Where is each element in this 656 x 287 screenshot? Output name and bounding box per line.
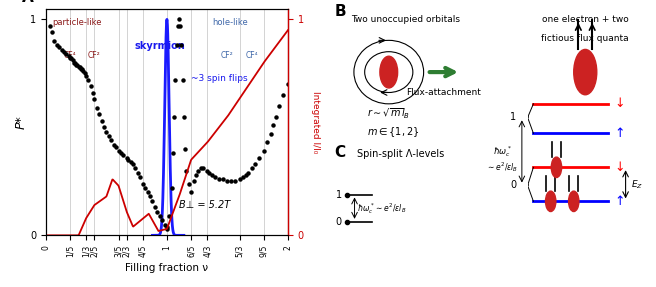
Text: fictious flux quanta: fictious flux quanta xyxy=(541,34,629,42)
Text: 0: 0 xyxy=(510,181,516,191)
Text: $\hbar\omega_c^* \sim e^2/\epsilon l_B$: $\hbar\omega_c^* \sim e^2/\epsilon l_B$ xyxy=(357,201,407,216)
Text: Flux-attachment: Flux-attachment xyxy=(406,88,481,97)
Y-axis label: P*: P* xyxy=(14,115,28,129)
Circle shape xyxy=(551,157,562,178)
Text: $\sim e^2/\epsilon l_B$: $\sim e^2/\epsilon l_B$ xyxy=(486,160,518,174)
Text: Spin-split Λ-levels: Spin-split Λ-levels xyxy=(357,149,444,159)
Text: CF²: CF² xyxy=(88,51,101,61)
Text: B⊥ = 5.2T: B⊥ = 5.2T xyxy=(179,200,230,210)
Text: $r \sim \sqrt{m}l_B$: $r \sim \sqrt{m}l_B$ xyxy=(367,107,410,121)
Circle shape xyxy=(569,191,579,212)
Text: B: B xyxy=(335,4,346,19)
Text: ~3 spin flips: ~3 spin flips xyxy=(191,74,248,83)
Text: 1: 1 xyxy=(336,189,342,199)
Text: ↑: ↑ xyxy=(614,195,625,208)
Text: Two unoccupied orbitals: Two unoccupied orbitals xyxy=(351,15,460,24)
Text: 1: 1 xyxy=(510,113,516,123)
Text: $m \in \{1,2\}$: $m \in \{1,2\}$ xyxy=(367,126,420,139)
Text: particle-like: particle-like xyxy=(52,18,102,27)
Text: CF⁴: CF⁴ xyxy=(64,51,77,61)
Text: C: C xyxy=(335,145,345,160)
Circle shape xyxy=(574,49,597,95)
Circle shape xyxy=(380,56,398,88)
Text: ↓: ↓ xyxy=(614,161,625,174)
Text: ↓: ↓ xyxy=(614,97,625,110)
Text: CF⁴: CF⁴ xyxy=(245,51,258,61)
Text: ↑: ↑ xyxy=(614,127,625,140)
Text: 0: 0 xyxy=(336,217,342,227)
Text: $\hbar\omega_c^*$: $\hbar\omega_c^*$ xyxy=(493,144,512,159)
X-axis label: Filling fraction ν: Filling fraction ν xyxy=(125,263,209,273)
Text: $E_Z$: $E_Z$ xyxy=(631,178,644,191)
Text: A: A xyxy=(22,0,33,5)
Text: skyrmion: skyrmion xyxy=(134,41,185,51)
Text: hole-like: hole-like xyxy=(212,18,248,27)
Y-axis label: Integrated I/I₀: Integrated I/I₀ xyxy=(312,91,320,153)
Text: one electron + two: one electron + two xyxy=(542,15,628,24)
Circle shape xyxy=(546,191,556,212)
Text: CF²: CF² xyxy=(221,51,234,61)
